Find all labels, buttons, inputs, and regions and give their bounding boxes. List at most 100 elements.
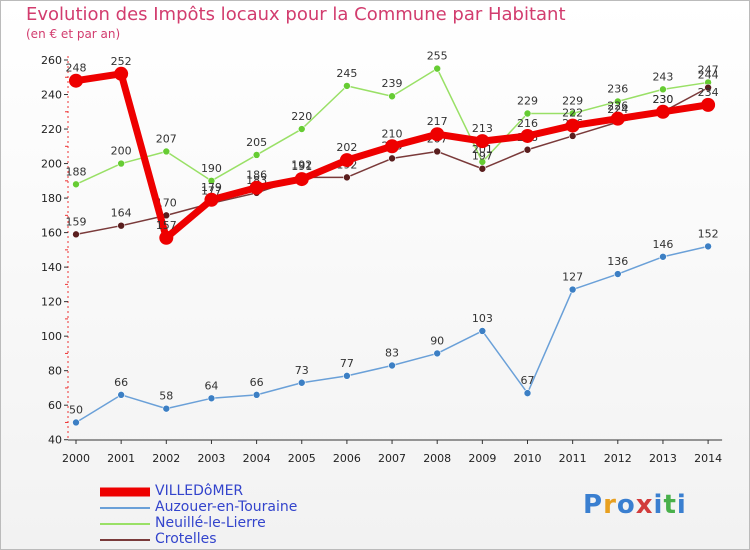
data-point bbox=[568, 285, 577, 294]
data-label: 201 bbox=[472, 143, 493, 156]
y-tick-label: 140 bbox=[41, 261, 62, 274]
data-label: 236 bbox=[607, 82, 628, 95]
data-point bbox=[162, 404, 171, 413]
x-tick-label: 2004 bbox=[243, 452, 271, 465]
data-label: 197 bbox=[472, 150, 493, 163]
data-label: 58 bbox=[159, 390, 173, 403]
data-label: 226 bbox=[607, 100, 628, 113]
data-point bbox=[659, 85, 667, 94]
x-tick-label: 2013 bbox=[649, 452, 677, 465]
chart-title: Evolution des Impôts locaux pour la Comm… bbox=[26, 4, 566, 25]
x-tick-label: 2012 bbox=[604, 452, 632, 465]
data-point bbox=[159, 230, 174, 245]
legend-label: Auzouer-en-Touraine bbox=[155, 499, 298, 515]
data-label: 50 bbox=[69, 403, 83, 416]
data-label: 255 bbox=[427, 50, 448, 63]
data-label: 210 bbox=[382, 127, 403, 140]
data-point bbox=[478, 327, 487, 335]
data-point bbox=[252, 151, 261, 159]
logo-letter: t bbox=[663, 490, 677, 520]
data-label: 229 bbox=[517, 95, 538, 108]
data-label: 103 bbox=[472, 312, 493, 325]
logo-letter: x bbox=[635, 490, 654, 520]
data-point bbox=[704, 242, 712, 251]
data-point bbox=[520, 128, 535, 143]
data-point bbox=[433, 147, 442, 156]
data-label: 164 bbox=[111, 207, 132, 220]
data-point bbox=[433, 349, 442, 358]
data-label: 66 bbox=[250, 376, 264, 389]
data-point bbox=[249, 180, 264, 195]
x-tick-label: 2000 bbox=[62, 452, 90, 465]
data-label: 83 bbox=[385, 347, 399, 360]
axes: 40 60 80 100 120 140 160 180 200 220 240 260 2000 200… bbox=[41, 54, 723, 465]
data-label: 186 bbox=[246, 169, 267, 182]
data-point bbox=[523, 109, 532, 118]
data-label: 205 bbox=[246, 136, 267, 149]
data-point bbox=[343, 82, 351, 90]
data-point bbox=[613, 270, 622, 278]
y-tick-label: 240 bbox=[41, 89, 62, 102]
data-point bbox=[343, 372, 351, 380]
x-tick-label: 2005 bbox=[288, 452, 316, 465]
data-label: 146 bbox=[652, 238, 673, 251]
data-label: 77 bbox=[340, 357, 354, 370]
x-tick-label: 2010 bbox=[514, 452, 542, 465]
data-label: 127 bbox=[562, 271, 583, 284]
data-label: 191 bbox=[291, 160, 312, 173]
data-point bbox=[297, 125, 306, 133]
x-tick-label: 2009 bbox=[468, 452, 496, 465]
data-point bbox=[294, 172, 309, 187]
y-tick-label: 80 bbox=[48, 365, 62, 378]
x-tick-label: 2014 bbox=[694, 452, 722, 465]
data-point bbox=[252, 391, 261, 399]
y-tick-label: 120 bbox=[41, 296, 62, 309]
x-tick-label: 2006 bbox=[333, 452, 361, 465]
x-tick-label: 2003 bbox=[197, 452, 225, 465]
data-label: 152 bbox=[698, 227, 719, 240]
legend-label: VILLEDôMER bbox=[155, 483, 244, 499]
plot-area: 50 66 58 64 66 73 77 83 90 103 67 127 136 146 152 188 20… bbox=[66, 50, 719, 427]
legend bbox=[100, 487, 150, 541]
y-tick-label: 100 bbox=[41, 330, 62, 343]
data-point bbox=[523, 389, 532, 397]
y-tick-label: 160 bbox=[41, 227, 62, 240]
chart-subtitle: (en € et par an) bbox=[26, 27, 121, 41]
data-point bbox=[343, 173, 351, 182]
data-point bbox=[478, 164, 487, 173]
data-label: 136 bbox=[607, 255, 628, 268]
y-tick-label: 200 bbox=[41, 158, 62, 171]
data-point bbox=[704, 83, 712, 92]
data-label: 234 bbox=[698, 86, 719, 99]
data-point bbox=[655, 104, 670, 119]
legend-label: Neuillé-le-Lierre bbox=[155, 515, 266, 531]
data-point bbox=[523, 145, 532, 154]
data-point bbox=[72, 230, 80, 239]
data-label: 157 bbox=[156, 219, 177, 232]
data-point bbox=[72, 180, 80, 189]
data-label: 252 bbox=[111, 55, 132, 68]
data-point bbox=[69, 73, 83, 88]
y-tick-label: 260 bbox=[41, 54, 62, 67]
x-tick-label: 2002 bbox=[152, 452, 180, 465]
proxiti-logo: Proxiti bbox=[583, 490, 687, 520]
data-label: 179 bbox=[201, 181, 222, 194]
data-point bbox=[388, 92, 396, 101]
logo-letter: i bbox=[653, 490, 664, 520]
data-point bbox=[475, 134, 490, 149]
data-point bbox=[339, 153, 354, 168]
data-label: 247 bbox=[698, 63, 719, 76]
data-point bbox=[610, 111, 625, 126]
x-tick-label: 2007 bbox=[378, 452, 406, 465]
data-label: 188 bbox=[66, 165, 87, 178]
logo-letter: P bbox=[583, 490, 604, 520]
data-point bbox=[388, 154, 396, 163]
legend-label: Crotelles bbox=[155, 531, 217, 547]
y-tick-label: 180 bbox=[41, 192, 62, 205]
data-label: 64 bbox=[204, 379, 218, 392]
data-label: 243 bbox=[652, 70, 673, 83]
data-label: 220 bbox=[291, 110, 312, 123]
data-point bbox=[568, 109, 577, 118]
